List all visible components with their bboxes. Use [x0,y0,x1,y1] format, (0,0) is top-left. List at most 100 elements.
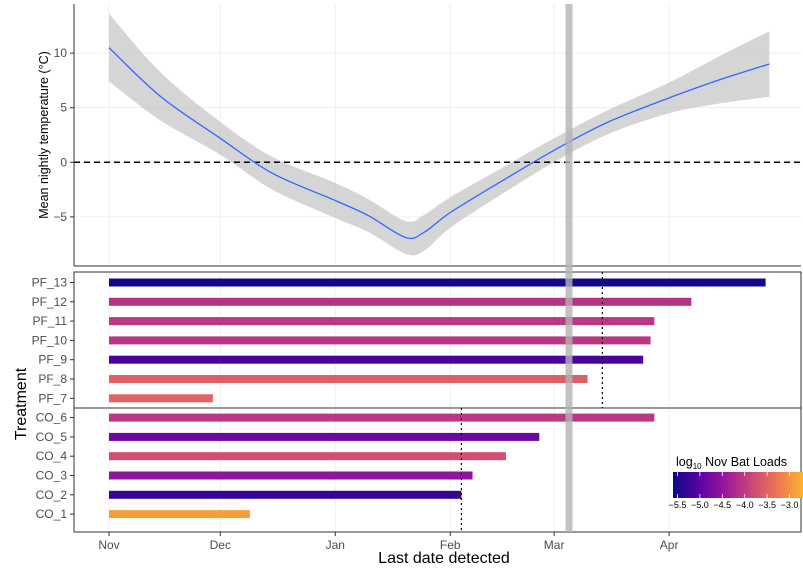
x-tick-label: Apr [660,538,679,552]
legend-color-step [766,472,769,498]
legend-color-step [722,472,726,498]
treatment-label: CO_5 [36,430,68,444]
treatment-labels: PF_13 PF_12 PF_11 PF_10 PF_9 PF_8 PF_7 CO_6 CO_5… [32,276,74,521]
treatment-label: PF_8 [38,372,67,386]
bottom-panel: PF_13 PF_12 PF_11 PF_10 PF_9 PF_8 PF_7 CO_6 CO_5… [13,271,802,567]
legend-title-rest: Nov Bat Loads [702,455,787,469]
treatment-bar [109,355,644,364]
temperature-line [108,47,770,240]
top-y-axis-title: Mean nightly temperature (°C) [37,51,51,219]
treatment-label: CO_4 [36,449,68,463]
treatment-label: PF_12 [32,295,68,309]
treatment-label: CO_6 [36,411,68,425]
confidence-band [109,13,770,256]
treatment-label: CO_2 [36,488,68,502]
legend-title-base: 10 [693,462,702,471]
treatment-bar [109,471,473,480]
legend-color-step [746,472,750,498]
legend-color-step [781,472,785,498]
color-legend: log10 Nov Bat Loads −5.5 −5.0 −4.5 −4.0 −3.5… [669,455,803,510]
treatment-bar [109,317,655,326]
legend-color-step [696,472,700,498]
legend-color-step [755,472,759,498]
legend-color-step [688,472,691,498]
legend-color-step [783,472,787,498]
top-y-ticks: −5 0 5 10 [53,46,74,224]
x-tick-label: Dec [210,538,231,552]
treatment-label: PF_9 [38,353,67,367]
legend-color-step [774,472,778,498]
treatment-label: PF_13 [32,276,68,290]
legend-title: log10 Nov Bat Loads [676,455,787,471]
x-tick-label: Nov [98,538,119,552]
legend-color-step [683,472,687,498]
treatment-label: PF_11 [33,314,68,328]
treatment-bar [109,510,250,519]
legend-color-step [712,472,715,498]
treatment-bar [109,452,506,461]
group-mean-lines [460,272,603,532]
legend-color-step [772,472,776,498]
legend-color-step [701,472,704,498]
legend-color-step [705,472,709,498]
x-tick-label: Mar [544,538,565,552]
y-tick-label: −5 [53,210,67,224]
treatment-label: PF_7 [38,391,67,405]
legend-color-step [733,472,737,498]
treatment-label: PF_10 [32,333,68,347]
legend-color-step [796,472,800,498]
legend-color-step [744,472,748,498]
legend-color-step [761,472,765,498]
legend-color-step [764,472,767,498]
legend-color-step [787,472,791,498]
legend-color-step [731,472,735,498]
legend-color-step [753,472,756,498]
legend-color-step [794,472,798,498]
legend-color-step [718,472,722,498]
legend-tick-label: −4.0 [736,500,754,510]
legend-color-step [727,472,730,498]
legend-color-step [768,472,772,498]
legend-color-step [800,472,803,498]
bottom-panel-border [73,271,802,533]
legend-colorbar [673,472,803,498]
legend-color-step [690,472,694,498]
legend-color-step [740,472,743,498]
legend-tick-label: −3.5 [758,500,776,510]
treatment-label: CO_1 [36,507,68,521]
legend-color-step [677,472,681,498]
x-ticks: Nov Dec Jan Feb Mar Apr [98,532,678,552]
legend-color-step [675,472,678,498]
legend-tick-label: −3.0 [781,500,799,510]
march-vertical-marker [565,4,573,532]
legend-color-step [738,472,741,498]
treatment-bar [109,278,766,287]
treatment-label: CO_3 [36,469,68,483]
legend-color-step [686,472,689,498]
legend-color-step [673,472,676,498]
treatment-bar [109,336,651,345]
legend-color-step [735,472,739,498]
legend-color-step [792,472,795,498]
top-panel: −5 0 5 10 Mean nightly temperature (°C) [37,4,801,267]
x-tick-label: Feb [440,538,461,552]
legend-color-step [679,472,683,498]
legend-tick-label: −5.5 [669,500,687,510]
legend-color-step [729,472,733,498]
treatment-bar [109,297,692,306]
legend-ticks: −5.5 −5.0 −4.5 −4.0 −3.5 −3.0 [669,472,799,510]
legend-color-step [714,472,717,498]
legend-color-step [709,472,713,498]
legend-title-log: log [676,455,693,469]
legend-color-step [720,472,724,498]
legend-color-step [703,472,707,498]
legend-color-step [759,472,763,498]
legend-color-step [707,472,711,498]
legend-tick-label: −5.0 [691,500,709,510]
legend-color-step [742,472,746,498]
legend-tick-label: −4.5 [713,500,731,510]
treatment-bar [109,490,462,499]
legend-color-step [699,472,702,498]
y-tick-label: 5 [60,101,67,115]
